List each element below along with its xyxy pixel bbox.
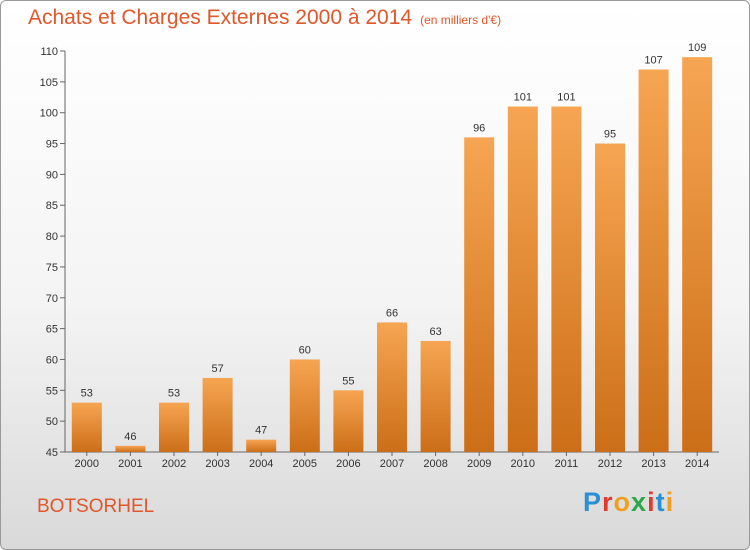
y-tick-label: 65	[46, 324, 58, 336]
value-label-2010: 101	[514, 92, 532, 104]
bar-2009	[464, 137, 495, 452]
bar-2004	[246, 439, 277, 452]
bar-2012	[595, 143, 625, 453]
bar-2006	[333, 390, 364, 452]
x-tick-label-2011: 2011	[555, 458, 579, 470]
x-tick-label-2012: 2012	[598, 458, 622, 470]
y-tick-label: 50	[46, 416, 58, 428]
value-label-2011: 101	[557, 92, 575, 104]
x-tick-label-2006: 2006	[336, 458, 360, 470]
x-tick-label-2003: 2003	[205, 458, 229, 470]
logo-letter: r	[602, 487, 614, 517]
x-tick-label-2010: 2010	[511, 458, 535, 470]
proxiti-logo: Proxiti	[583, 487, 674, 518]
chart-title: Achats et Charges Externes 2000 à 2014 (e…	[28, 6, 501, 30]
y-tick-label: 100	[40, 108, 58, 120]
bar-2007	[377, 322, 407, 452]
location-name: BOTSORHEL	[37, 496, 155, 517]
y-tick-label: 55	[46, 385, 58, 397]
value-label-2006: 55	[342, 375, 354, 387]
bar-2008	[420, 340, 451, 452]
x-tick-label-2004: 2004	[249, 458, 273, 470]
value-label-2002: 53	[168, 388, 180, 400]
x-tick-label-2002: 2002	[162, 458, 186, 470]
logo-letter: i	[647, 487, 656, 517]
value-label-2009: 96	[473, 122, 485, 134]
y-tick-label: 95	[46, 139, 58, 151]
value-label-2007: 66	[386, 307, 398, 319]
value-label-2000: 53	[81, 388, 93, 400]
y-tick-label: 90	[46, 169, 58, 181]
value-label-2014: 109	[688, 42, 706, 54]
logo-letter: x	[631, 487, 648, 517]
value-label-2003: 57	[211, 363, 223, 375]
x-tick-label-2008: 2008	[423, 458, 447, 470]
value-label-2005: 60	[299, 344, 311, 356]
y-tick-label: 110	[40, 46, 58, 58]
bar-2013	[638, 69, 669, 452]
logo-letter: P	[583, 487, 603, 517]
x-tick-label-2007: 2007	[380, 458, 404, 470]
value-label-2001: 46	[124, 431, 136, 443]
y-tick-label: 80	[46, 231, 58, 243]
y-tick-label: 105	[40, 77, 58, 89]
bar-2005	[289, 359, 320, 452]
logo-letter: t	[655, 487, 666, 517]
bar-2010	[507, 106, 538, 453]
chart-subtitle: (en milliers d'€)	[420, 13, 502, 27]
bar-2001	[115, 445, 146, 452]
y-tick-label: 75	[46, 262, 58, 274]
value-label-2004: 47	[255, 425, 267, 437]
x-tick-label-2014: 2014	[685, 458, 709, 470]
bar-2003	[202, 377, 233, 452]
x-tick-label-2001: 2001	[118, 458, 142, 470]
bar-2014	[682, 57, 713, 453]
chart-title-text: Achats et Charges Externes 2000 à 2014	[28, 6, 413, 29]
value-label-2008: 63	[429, 326, 441, 338]
logo-letter: o	[613, 487, 632, 517]
x-tick-label-2013: 2013	[641, 458, 665, 470]
value-label-2013: 107	[644, 55, 662, 67]
y-tick-label: 85	[46, 200, 58, 212]
logo-letter: i	[665, 487, 675, 517]
y-tick-label: 70	[46, 293, 58, 305]
bar-2000	[71, 402, 102, 452]
y-tick-label: 45	[46, 447, 58, 459]
x-tick-label-2009: 2009	[467, 458, 491, 470]
bar-2011	[551, 106, 582, 453]
y-tick-label: 60	[46, 354, 58, 366]
bar-2002	[159, 402, 189, 452]
value-label-2012: 95	[604, 129, 616, 141]
x-tick-label-2005: 2005	[293, 458, 317, 470]
x-tick-label-2000: 2000	[75, 458, 99, 470]
